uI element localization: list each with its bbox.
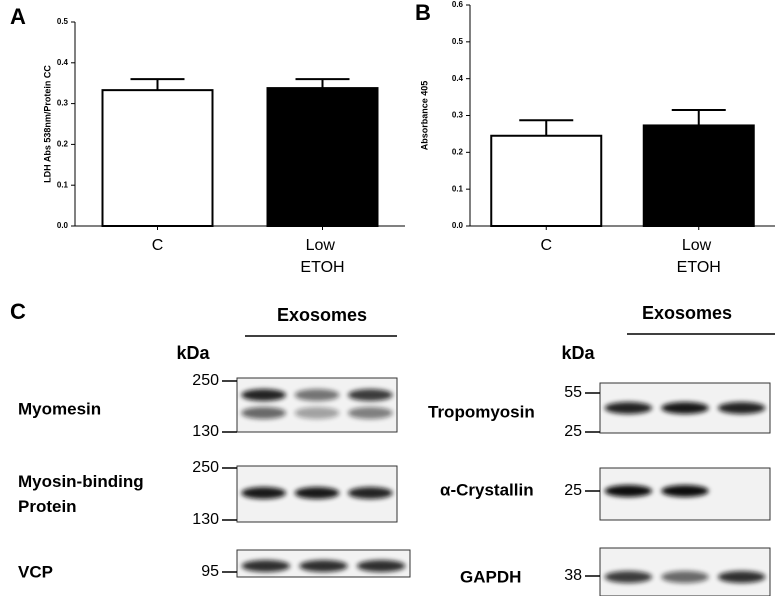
marker-label: 130 — [192, 511, 219, 528]
panel-letter: C — [10, 299, 26, 324]
band — [717, 402, 766, 414]
marker-label: 25 — [564, 423, 582, 440]
blot-frame — [236, 377, 398, 433]
x-tick-label: C — [540, 237, 552, 254]
y-tick-label: 0.2 — [57, 140, 69, 149]
bar — [101, 89, 214, 227]
y-tick-label: 0.3 — [57, 99, 69, 108]
y-tick-label: 0.4 — [452, 74, 464, 83]
blot-header: Exosomes — [277, 305, 367, 325]
bar — [266, 87, 379, 228]
marker-label: 130 — [192, 423, 219, 440]
bar — [490, 134, 603, 227]
x-tick-label: Low ETOH — [300, 237, 344, 276]
band — [294, 389, 340, 401]
band — [241, 487, 287, 499]
band — [604, 571, 653, 583]
blot-label: Tropomyosin — [428, 402, 535, 421]
y-tick-label: 0.2 — [452, 147, 464, 156]
y-tick-label: 0.6 — [452, 0, 464, 9]
marker-label: 250 — [192, 372, 219, 389]
y-tick-label: 0.5 — [452, 37, 464, 46]
marker-label: 55 — [564, 384, 582, 401]
marker-label: 250 — [192, 459, 219, 476]
x-tick-label: Low ETOH — [677, 237, 721, 276]
y-tick-label: 0.0 — [452, 221, 464, 230]
band — [661, 485, 709, 497]
y-tick-label: 0.3 — [452, 111, 464, 120]
unit-label: kDa — [561, 343, 595, 363]
y-tick-label: 0.0 — [57, 221, 69, 230]
blot-header: Exosomes — [642, 303, 732, 323]
y-tick-label: 0.5 — [57, 17, 69, 26]
band — [347, 407, 393, 419]
band — [299, 560, 348, 572]
band — [347, 389, 393, 401]
band — [661, 571, 709, 583]
band — [241, 389, 287, 401]
marker-label: 95 — [201, 563, 219, 580]
band — [241, 407, 287, 419]
unit-label: kDa — [176, 343, 210, 363]
x-tick-label: C — [152, 237, 164, 254]
panel-letter: A — [10, 4, 26, 29]
blot-label: α-Crystallin — [440, 480, 534, 499]
band — [356, 560, 406, 572]
y-tick-label: 0.4 — [57, 58, 69, 67]
bar — [642, 124, 755, 227]
blot-label: Myosin-binding Protein — [18, 472, 148, 516]
blot-label: VCP — [18, 562, 53, 581]
marker-label: 25 — [564, 482, 582, 499]
blot-label: GAPDH — [460, 567, 521, 586]
y-axis-label: Absorbance 405 — [419, 81, 429, 151]
band — [294, 487, 340, 499]
band — [347, 487, 393, 499]
y-axis-label: LDH Abs 538nm/Protein CC — [42, 65, 52, 183]
marker-label: 38 — [564, 567, 582, 584]
band — [661, 402, 709, 414]
band — [604, 402, 653, 414]
band — [241, 560, 291, 572]
band — [604, 485, 653, 497]
blot-label: Myomesin — [18, 399, 101, 418]
band — [717, 571, 766, 583]
panel-letter: B — [415, 0, 431, 25]
y-tick-label: 0.1 — [57, 180, 69, 189]
band — [294, 407, 340, 419]
y-tick-label: 0.1 — [452, 184, 464, 193]
